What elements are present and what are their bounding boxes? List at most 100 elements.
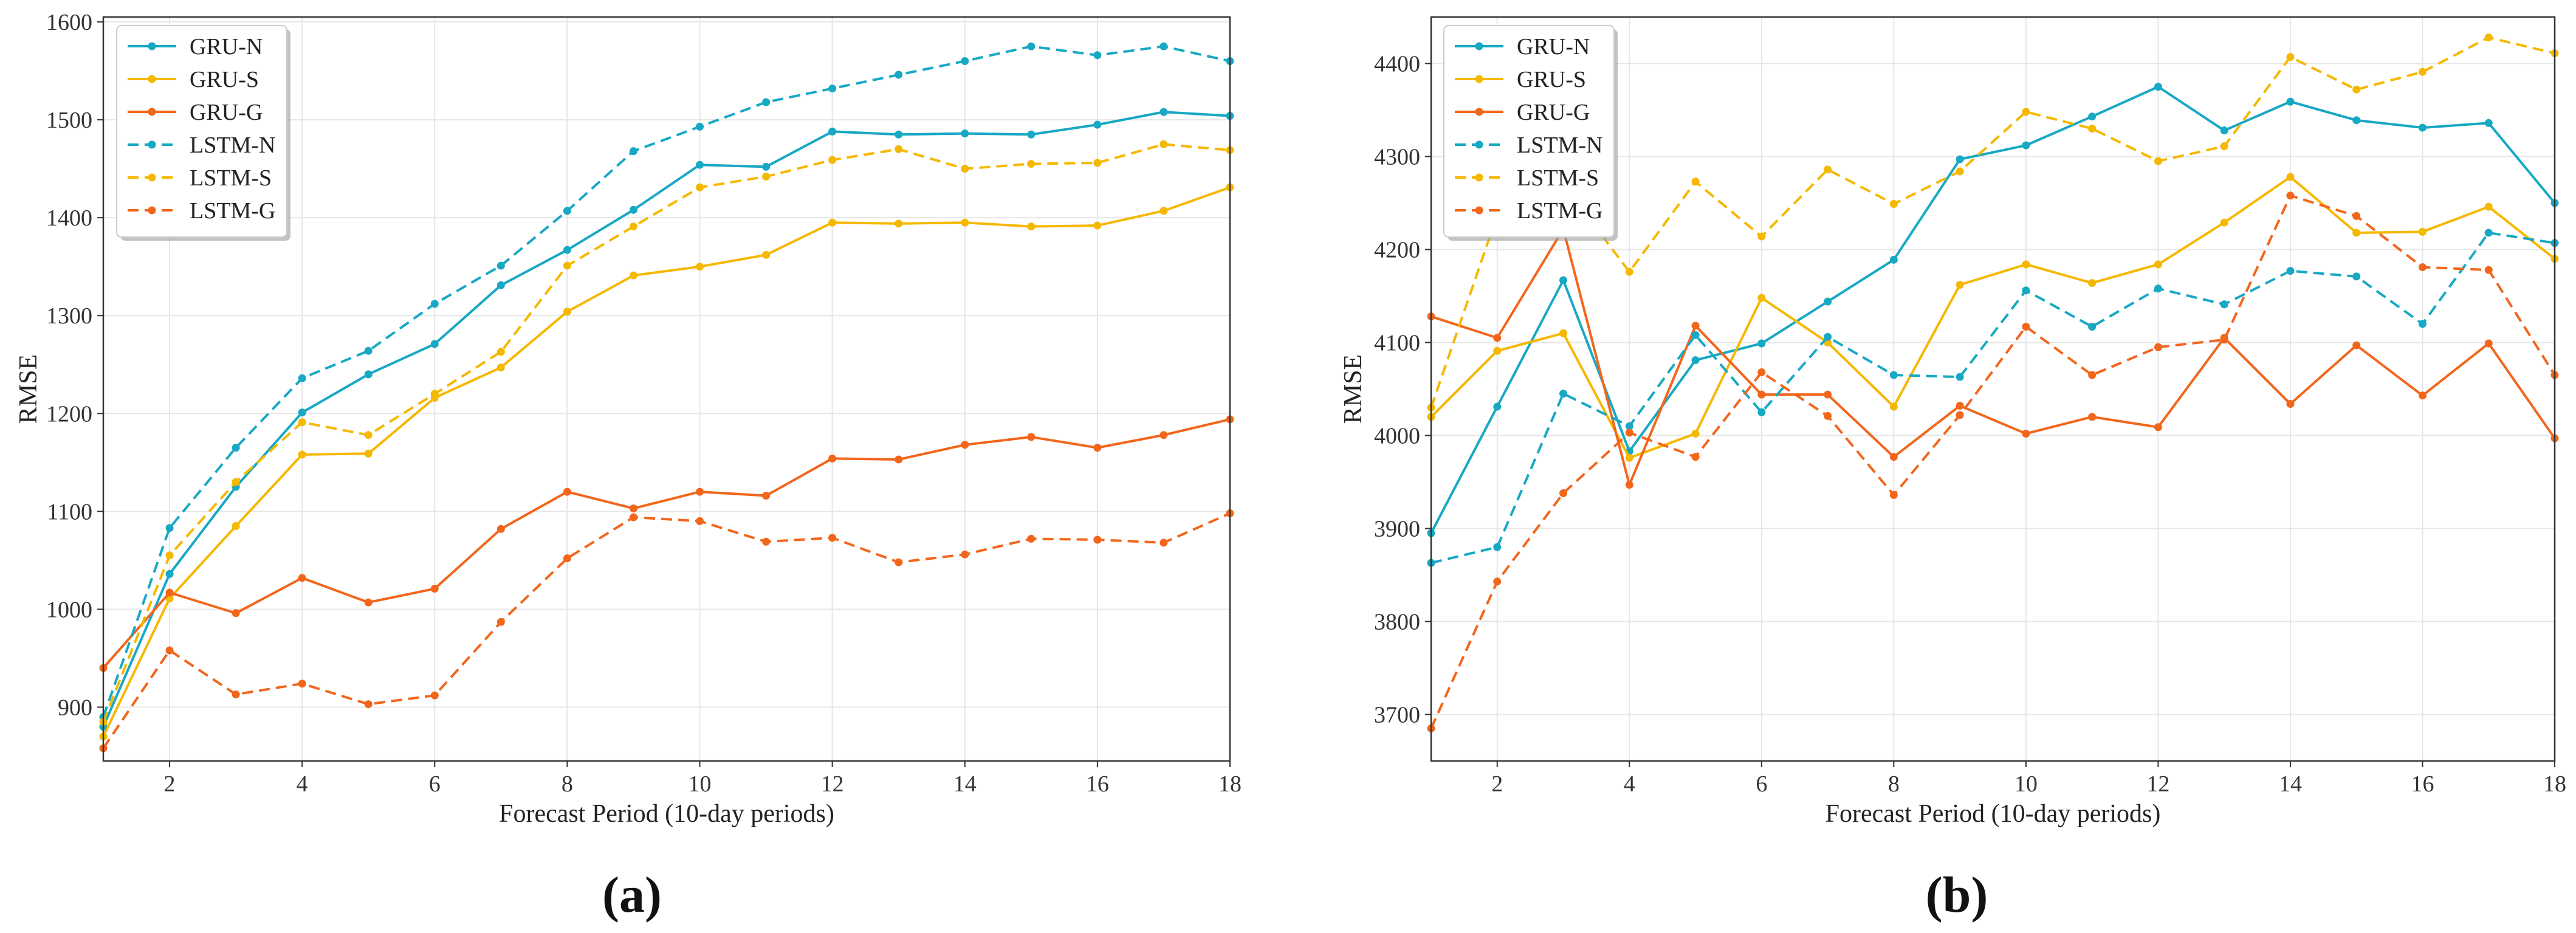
data-point-gru-s xyxy=(895,219,903,228)
data-point-lstm-g xyxy=(1889,491,1898,499)
y-tick-label: 1600 xyxy=(46,10,92,35)
data-point-lstm-s xyxy=(1093,159,1102,167)
data-point-gru-s xyxy=(2154,260,2162,269)
data-point-lstm-s xyxy=(1625,267,1633,276)
y-tick-label: 1000 xyxy=(46,597,92,622)
series-line-lstm-s xyxy=(1430,36,2555,408)
data-point-gru-n xyxy=(1493,402,1502,411)
data-point-lstm-g xyxy=(762,537,771,546)
data-point-lstm-n xyxy=(762,98,771,106)
data-point-gru-n xyxy=(1824,297,1832,306)
data-point-gru-n xyxy=(2352,116,2361,125)
data-point-gru-n xyxy=(1093,120,1102,129)
data-point-lstm-g xyxy=(2154,343,2162,351)
legend-swatch-marker xyxy=(1475,108,1483,116)
data-point-gru-n xyxy=(2418,123,2427,132)
data-point-lstm-n xyxy=(696,122,704,131)
data-point-gru-n xyxy=(2022,141,2030,150)
y-tick-label: 1100 xyxy=(47,499,92,525)
data-point-gru-g xyxy=(1625,481,1633,489)
data-point-gru-g xyxy=(961,441,969,449)
data-point-gru-n xyxy=(563,246,571,254)
legend-label-lstm-g: LSTM-G xyxy=(1517,198,1602,224)
data-point-gru-s xyxy=(1625,453,1633,462)
data-point-gru-s xyxy=(2352,229,2361,237)
data-point-lstm-n xyxy=(430,300,439,308)
y-tick-label: 4200 xyxy=(1374,238,1420,263)
data-point-gru-s xyxy=(629,271,637,280)
data-point-gru-s xyxy=(1493,346,1502,355)
y-tick-label: 1300 xyxy=(46,303,92,329)
data-point-gru-n xyxy=(1757,339,1766,348)
data-point-lstm-g xyxy=(961,550,969,559)
data-point-lstm-g xyxy=(298,680,306,688)
y-tick-label: 1500 xyxy=(46,108,92,133)
data-point-lstm-s xyxy=(1757,232,1766,241)
series-line-gru-s xyxy=(102,186,1231,737)
x-tick-label: 2 xyxy=(1491,771,1503,797)
legend-label-lstm-g: LSTM-G xyxy=(190,198,275,224)
data-point-lstm-n xyxy=(895,71,903,79)
data-point-lstm-s xyxy=(2484,33,2493,42)
data-point-lstm-g xyxy=(1493,577,1502,586)
data-point-lstm-s xyxy=(2352,85,2361,94)
data-point-gru-n xyxy=(1027,130,1036,139)
data-point-lstm-n xyxy=(1824,332,1832,341)
data-point-lstm-s xyxy=(1889,200,1898,208)
data-point-lstm-s xyxy=(232,478,240,486)
data-point-lstm-g xyxy=(496,618,505,626)
data-point-lstm-g xyxy=(1093,535,1102,544)
data-point-gru-s xyxy=(1889,402,1898,411)
data-point-lstm-n xyxy=(1493,543,1502,551)
data-point-lstm-s xyxy=(2154,157,2162,165)
x-tick-label: 8 xyxy=(562,771,573,797)
plot-frame xyxy=(1430,16,2556,762)
x-tick-label: 6 xyxy=(1756,771,1767,797)
data-point-gru-g xyxy=(2286,399,2295,408)
data-point-lstm-n xyxy=(961,57,969,65)
data-point-lstm-n xyxy=(1956,373,1964,381)
data-point-lstm-n xyxy=(2286,267,2295,275)
data-point-lstm-n xyxy=(2088,322,2097,331)
data-point-lstm-n xyxy=(496,261,505,270)
data-point-lstm-s xyxy=(895,145,903,153)
data-point-gru-g xyxy=(762,492,771,500)
data-point-gru-s xyxy=(1757,294,1766,302)
data-point-lstm-n xyxy=(1559,390,1568,398)
data-point-lstm-s xyxy=(2022,108,2030,116)
data-point-gru-g xyxy=(2154,423,2162,432)
legend-swatch-marker xyxy=(148,75,156,83)
y-axis-label: RMSE xyxy=(15,354,43,424)
data-point-lstm-s xyxy=(2088,125,2097,133)
data-point-lstm-n xyxy=(629,147,637,156)
y-tick-label: 3700 xyxy=(1374,703,1420,728)
data-point-gru-s xyxy=(232,522,240,530)
data-point-gru-n xyxy=(2286,97,2295,106)
data-point-gru-s xyxy=(696,263,704,271)
data-point-lstm-g xyxy=(629,513,637,522)
data-point-gru-n xyxy=(828,127,837,136)
data-point-lstm-g xyxy=(2088,371,2097,379)
data-point-lstm-s xyxy=(2286,53,2295,61)
x-tick-label: 10 xyxy=(2014,771,2038,797)
legend-label-gru-g: GRU-G xyxy=(190,100,263,125)
data-point-gru-g xyxy=(1493,334,1502,342)
data-point-lstm-s xyxy=(762,173,771,181)
x-tick-label: 14 xyxy=(2279,771,2302,797)
data-point-gru-g xyxy=(1093,444,1102,452)
data-point-lstm-s xyxy=(1691,177,1700,186)
data-point-gru-g xyxy=(1889,453,1898,461)
data-point-lstm-g xyxy=(828,534,837,542)
legend-swatch-marker xyxy=(1475,206,1483,215)
data-point-gru-s xyxy=(1559,329,1568,337)
data-point-lstm-s xyxy=(2220,142,2228,151)
data-point-gru-g xyxy=(2352,341,2361,349)
data-point-gru-n xyxy=(1956,155,1964,164)
data-point-gru-g xyxy=(364,598,373,607)
data-point-gru-n xyxy=(629,205,637,214)
legend-swatch-marker xyxy=(148,140,156,149)
data-point-lstm-n xyxy=(1691,331,1700,339)
data-point-lstm-g xyxy=(1956,411,1964,419)
series-line-lstm-n xyxy=(102,45,1231,718)
panel-label: (a) xyxy=(602,867,662,923)
